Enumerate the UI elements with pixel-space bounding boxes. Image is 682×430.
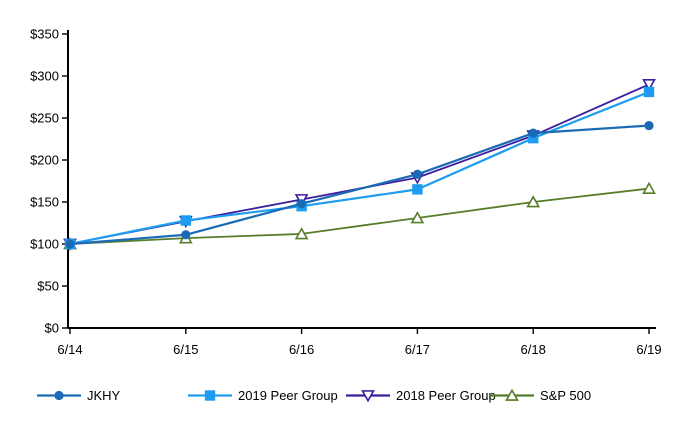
series-marker-2019-peer-group [180, 215, 191, 226]
series-2018-peer-group [63, 79, 656, 251]
series-marker-s-p-500 [294, 227, 309, 240]
series-marker-s-p-500 [526, 195, 541, 208]
legend-label: 2019 Peer Group [238, 388, 338, 403]
x-axis-label: 6/14 [57, 342, 82, 357]
legend-marker-jkhy [54, 390, 64, 401]
series-marker-2019-peer-group [643, 86, 655, 98]
series-marker-jkhy [644, 120, 654, 131]
legend-marker-2018-peer-group [361, 390, 375, 403]
x-axis-label: 6/15 [173, 342, 198, 357]
y-axis-label: $0 [45, 321, 59, 336]
legend-swatch-2018-peer-group [346, 390, 390, 403]
legend-swatch-jkhy [37, 390, 81, 401]
chart-legend: JKHY 2019 Peer Group 2018 Peer Group S&P… [0, 388, 682, 410]
legend-item-jkhy: JKHY [37, 388, 120, 403]
series-line-2019-peer-group [69, 90, 650, 246]
x-axis-label: 6/17 [405, 342, 430, 357]
series-marker-jkhy [412, 169, 422, 179]
y-axis-label: $350 [30, 27, 59, 42]
series-marker-jkhy [181, 230, 191, 240]
series-marker-jkhy [65, 239, 75, 249]
series-marker-s-p-500 [410, 211, 425, 224]
series-line-jkhy [69, 124, 650, 246]
legend-label: S&P 500 [540, 388, 592, 403]
series-s-p-500 [63, 181, 656, 250]
x-axis-label: 6/16 [289, 342, 314, 357]
series-marker-2019-peer-group [412, 184, 423, 195]
y-axis-label: $300 [30, 69, 59, 84]
series-marker-jkhy [528, 128, 538, 138]
series-jkhy [65, 120, 654, 249]
legend-label: JKHY [87, 388, 121, 403]
y-axis-label: $150 [30, 195, 59, 210]
y-axis-label: $250 [30, 111, 59, 126]
y-axis-label: $100 [30, 237, 59, 252]
legend-swatch-2019-peer-group [188, 390, 232, 401]
y-axis-label: $50 [37, 279, 59, 294]
legend-label: 2018 Peer Group [396, 388, 496, 403]
legend-item-2018-peer-group: 2018 Peer Group [346, 388, 496, 403]
series-marker-jkhy [297, 199, 307, 209]
legend-item-2019-peer-group: 2019 Peer Group [188, 388, 338, 403]
legend-marker-2019-peer-group [204, 390, 216, 401]
legend-item-sp-500: S&P 500 [490, 388, 591, 403]
series-2019-peer-group [64, 86, 655, 250]
x-axis-label: 6/18 [521, 342, 546, 357]
series-line-s-p-500 [69, 187, 650, 245]
legend-marker-s-p-500 [505, 388, 519, 401]
x-axis-label: 6/19 [636, 342, 661, 357]
series-line-2018-peer-group [69, 83, 650, 245]
series-marker-2018-peer-group [642, 79, 656, 92]
legend-swatch-sp-500 [490, 388, 534, 401]
y-axis-label: $200 [30, 153, 59, 168]
series-marker-s-p-500 [642, 181, 656, 194]
series-marker-2019-peer-group [528, 132, 539, 144]
